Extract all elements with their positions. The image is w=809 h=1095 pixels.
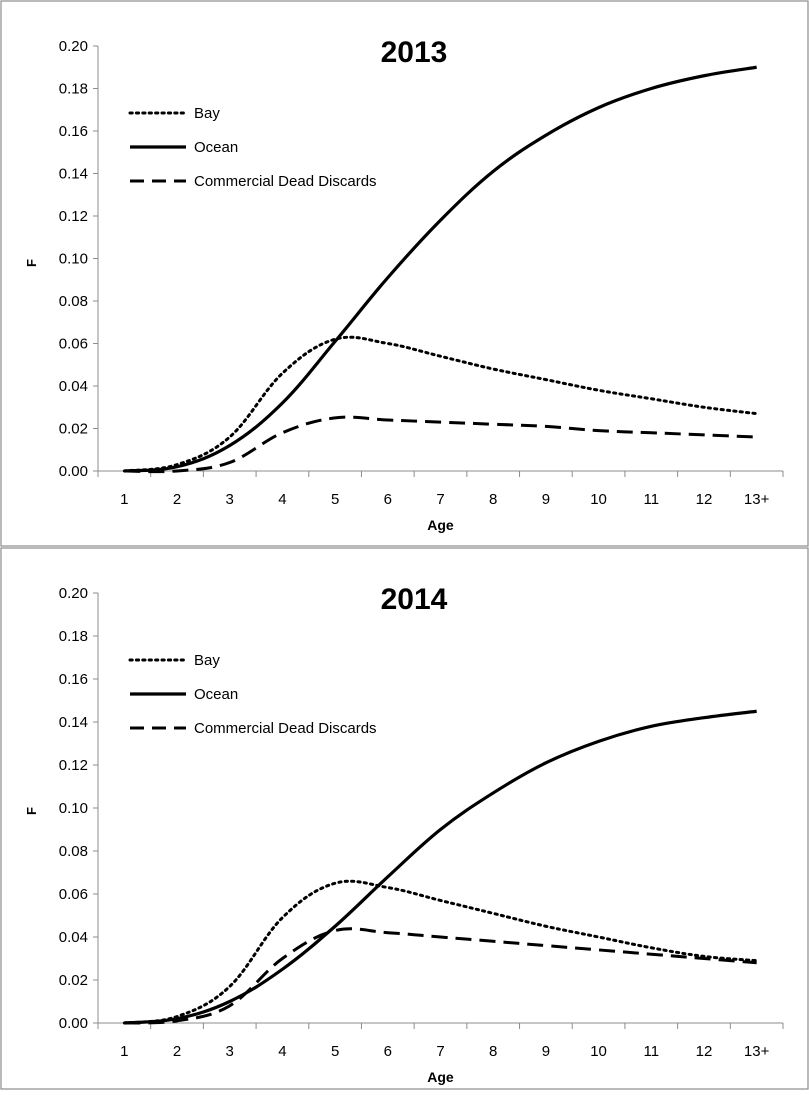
- chart2-x-tick-label: 2: [173, 1043, 181, 1060]
- chart2-x-tick-label: 8: [489, 1043, 497, 1060]
- chart2-y-tick-label: 0.14: [59, 714, 88, 731]
- chart2-y-tick-label: 0.18: [59, 628, 88, 645]
- chart2-panel-border: [0, 547, 809, 1090]
- chart1-title: 2013: [381, 36, 448, 69]
- chart1-series-ocean: [124, 65, 757, 473]
- chart2-x-tick-label: 7: [436, 1043, 444, 1060]
- chart1-x-tick-label: 13+: [744, 491, 770, 508]
- chart1-x-tick-label: 11: [643, 491, 659, 508]
- chart1-y-tick-label: 0.18: [59, 81, 88, 98]
- chart1-legend-label-commercial-dead-discards: Commercial Dead Discards: [194, 173, 377, 190]
- chart2-series-ocean: [124, 709, 757, 1025]
- chart1-series-bay: [122, 335, 759, 473]
- chart2-x-tick-label: 13+: [744, 1043, 770, 1060]
- chart1-y-axis-title: F: [24, 259, 39, 267]
- chart1-y-tick-label: 0.10: [59, 251, 88, 268]
- chart1-x-tick-label: 6: [384, 491, 392, 508]
- chart1-x-tick-label: 5: [331, 491, 339, 508]
- chart1-x-tick-label: 7: [436, 491, 444, 508]
- chart2-title: 2014: [381, 583, 448, 616]
- chart2-x-tick-label: 9: [542, 1043, 550, 1060]
- chart2-y-tick-label: 0.06: [59, 886, 88, 903]
- chart1-y-tick-label: 0.06: [59, 336, 88, 353]
- chart2-x-tick-label: 12: [696, 1043, 713, 1060]
- chart2-x-tick-label: 11: [643, 1043, 659, 1060]
- chart2-y-tick-label: 0.08: [59, 843, 88, 860]
- chart1-y-tick-label: 0.12: [59, 208, 88, 225]
- chart2-x-axis-title: Age: [427, 1069, 454, 1085]
- chart2-x-tick-label: 5: [331, 1043, 339, 1060]
- chart1-x-tick-label: 3: [226, 491, 234, 508]
- chart2-series-bay: [122, 879, 759, 1025]
- chart2-y-tick-label: 0.04: [59, 929, 88, 946]
- chart2-y-tick-label: 0.16: [59, 671, 88, 688]
- chart2-y-tick-label: 0.02: [59, 972, 88, 989]
- chart1-y-tick-label: 0.04: [59, 378, 88, 395]
- chart1-y-tick-label: 0.02: [59, 421, 88, 438]
- chart1-x-tick-label: 1: [120, 491, 128, 508]
- chart2-x-tick-label: 10: [590, 1043, 607, 1060]
- chart1-x-tick-label: 10: [590, 491, 607, 508]
- chart2-x-tick-label: 6: [384, 1043, 392, 1060]
- chart1-x-tick-label: 2: [173, 491, 181, 508]
- chart2-x-tick-label: 3: [226, 1043, 234, 1060]
- chart2-y-tick-label: 0.20: [59, 585, 88, 602]
- chart1-y-tick-label: 0.20: [59, 38, 88, 55]
- chart2-y-tick-label: 0.00: [59, 1015, 88, 1032]
- chart1-y-tick-label: 0.00: [59, 463, 88, 480]
- chart1-y-tick-label: 0.08: [59, 293, 88, 310]
- chart2-y-tick-label: 0.10: [59, 800, 88, 817]
- chart1-x-axis-title: Age: [427, 517, 454, 533]
- chart2-legend-label-ocean: Ocean: [194, 686, 238, 703]
- chart2-y-tick-label: 0.12: [59, 757, 88, 774]
- chart1-y-tick-label: 0.14: [59, 166, 88, 183]
- chart1-x-tick-label: 9: [542, 491, 550, 508]
- chart1-x-tick-label: 4: [278, 491, 286, 508]
- chart2-y-axis-title: F: [24, 807, 39, 815]
- chart1-series-commercial-dead-discards: [124, 415, 757, 474]
- chart2-series-commercial-dead-discards: [124, 927, 757, 1025]
- chart2-legend-label-commercial-dead-discards: Commercial Dead Discards: [194, 720, 377, 737]
- chart1-panel-border: [0, 0, 809, 547]
- chart2-legend-label-bay: Bay: [194, 652, 220, 669]
- chart1-y-tick-label: 0.16: [59, 123, 88, 140]
- chart1-legend-label-ocean: Ocean: [194, 139, 238, 156]
- chart1-x-tick-label: 12: [696, 491, 713, 508]
- chart2-x-tick-label: 4: [278, 1043, 286, 1060]
- chart1-x-tick-label: 8: [489, 491, 497, 508]
- chart2-x-tick-label: 1: [120, 1043, 128, 1060]
- chart1-legend-label-bay: Bay: [194, 105, 220, 122]
